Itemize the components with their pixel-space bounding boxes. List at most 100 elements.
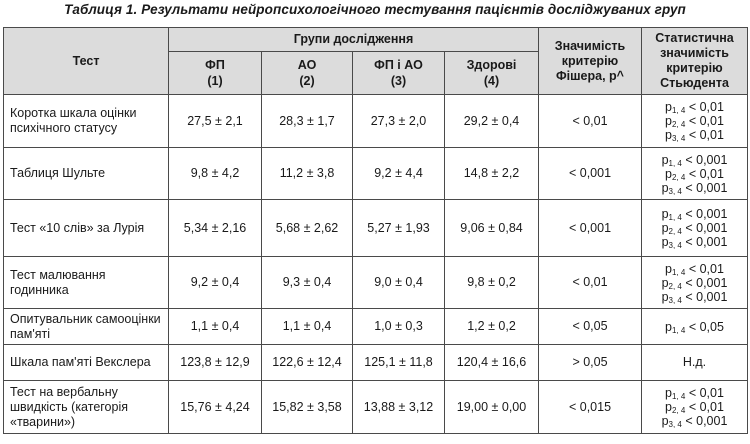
p-val: < 0,001: [685, 180, 728, 195]
p-value: p1, 4 < 0,001: [646, 152, 743, 168]
group-name: Здорові: [466, 58, 517, 72]
table-row: Коротка шкала оцінки психічного статусу …: [3, 94, 748, 148]
cell-value: 9,2 ± 0,4: [168, 256, 262, 309]
cell-test: Шкала пам'яті Векслера: [3, 344, 169, 381]
cell-value: 13,88 ± 3,12: [352, 380, 445, 434]
cell-value: 125,1 ± 11,8: [352, 344, 445, 381]
cell-test: Опитувальник самооцінки пам'яті: [3, 308, 169, 345]
header-student: Статистична значимість критерію Стьюдент…: [641, 27, 748, 95]
p-sub: 3, 4: [668, 295, 682, 305]
cell-student: p1, 4 < 0,001 p2, 4 < 0,001 p3, 4 < 0,00…: [641, 199, 748, 257]
p-sub: 1, 4: [672, 267, 686, 277]
p-sub: 3, 4: [668, 241, 682, 250]
header-test: Тест: [3, 27, 169, 95]
cell-fisher: < 0,001: [538, 199, 642, 257]
p-sub: 3, 4: [668, 420, 682, 429]
p-value: p3, 4 < 0,01: [646, 128, 743, 143]
p-letter: p: [661, 414, 669, 428]
p-letter: p: [661, 275, 669, 290]
header-fisher: Значимість критерію Фішера, p^: [538, 27, 642, 95]
cell-student: Н.д.: [641, 344, 748, 381]
cell-value: 1,0 ± 0,3: [352, 308, 445, 345]
header-group-3: ФП і АО (3): [352, 51, 445, 95]
cell-student: p1, 4 < 0,05: [641, 308, 748, 345]
cell-student: p1, 4 < 0,001 p2, 4 < 0,01 p3, 4 < 0,001: [641, 147, 748, 200]
table-row: Тест на вербальну швидкість (категорія «…: [3, 380, 748, 434]
p-letter: p: [661, 235, 669, 249]
p-value: p1, 4 < 0,001: [646, 207, 743, 222]
p-value: p2, 4 < 0,01: [646, 114, 743, 129]
p-value: p1, 4 < 0,01: [646, 386, 743, 401]
cell-fisher: < 0,001: [538, 147, 642, 200]
cell-value: 122,6 ± 12,4: [261, 344, 353, 381]
p-val: < 0,001: [685, 207, 728, 221]
p-letter: p: [661, 221, 669, 235]
cell-value: 14,8 ± 2,2: [444, 147, 539, 200]
table-row: Тест «10 слів» за Лурія 5,34 ± 2,16 5,68…: [3, 199, 748, 257]
p-letter: p: [661, 289, 669, 304]
p-val: < 0,05: [688, 319, 724, 334]
p-value: p3, 4 < 0,001: [646, 180, 743, 196]
cell-value: 5,34 ± 2,16: [168, 199, 262, 257]
p-val: < 0,001: [685, 235, 728, 249]
cell-student: p1, 4 < 0,01 p2, 4 < 0,01 p3, 4 < 0,01: [641, 94, 748, 148]
p-val: < 0,001: [685, 414, 728, 428]
p-letter: p: [665, 261, 672, 276]
p-letter: p: [665, 114, 672, 128]
cell-value: 5,68 ± 2,62: [261, 199, 353, 257]
p-value: p3, 4 < 0,001: [646, 235, 743, 250]
cell-value: 11,2 ± 3,8: [261, 147, 353, 200]
cell-value: 15,76 ± 4,24: [168, 380, 262, 434]
p-sub: 2, 4: [668, 227, 682, 236]
p-sub: 1, 4: [668, 158, 682, 168]
cell-value: 9,06 ± 0,84: [444, 199, 539, 257]
cell-value: 29,2 ± 0,4: [444, 94, 539, 148]
p-sub: 2, 4: [672, 120, 686, 129]
p-value: p2, 4 < 0,01: [646, 400, 743, 415]
cell-value: 1,1 ± 0,4: [168, 308, 262, 345]
p-letter: p: [665, 400, 672, 414]
p-letter: p: [661, 152, 669, 167]
group-num: (4): [483, 74, 500, 88]
p-val: < 0,01: [688, 100, 724, 114]
table-row: Опитувальник самооцінки пам'яті 1,1 ± 0,…: [3, 308, 748, 345]
p-val: < 0,01: [688, 386, 724, 400]
p-val: < 0,001: [685, 221, 728, 235]
p-letter: p: [665, 166, 672, 181]
cell-value: 5,27 ± 1,93: [352, 199, 445, 257]
header-groups: Групи дослідження: [168, 27, 539, 52]
p-value: p2, 4 < 0,01: [646, 166, 743, 182]
cell-fisher: < 0,05: [538, 308, 642, 345]
cell-value: 9,2 ± 4,4: [352, 147, 445, 200]
table-row: Таблиця Шульте 9,8 ± 4,2 11,2 ± 3,8 9,2 …: [3, 147, 748, 200]
p-letter: p: [661, 180, 669, 195]
p-sub: 2, 4: [668, 281, 682, 291]
cell-value: 15,82 ± 3,58: [261, 380, 353, 434]
header-group-1: ФП (1): [168, 51, 262, 95]
p-sub: 2, 4: [672, 172, 686, 182]
cell-value: 27,3 ± 2,0: [352, 94, 445, 148]
p-val: < 0,01: [688, 114, 724, 128]
cell-test: Тест «10 слів» за Лурія: [3, 199, 169, 257]
p-sub: 1, 4: [672, 325, 686, 335]
cell-test: Тест на вербальну швидкість (категорія «…: [3, 380, 169, 434]
p-letter: p: [665, 319, 672, 334]
cell-value: 9,0 ± 0,4: [352, 256, 445, 309]
p-value: p1, 4 < 0,01: [646, 261, 743, 277]
cell-test: Тест малювання годинника: [3, 256, 169, 309]
cell-test: Коротка шкала оцінки психічного статусу: [3, 94, 169, 148]
header-group-2: АО (2): [261, 51, 353, 95]
cell-value: 1,1 ± 0,4: [261, 308, 353, 345]
cell-fisher: < 0,015: [538, 380, 642, 434]
cell-value: 123,8 ± 12,9: [168, 344, 262, 381]
cell-value: 27,5 ± 2,1: [168, 94, 262, 148]
cell-fisher: < 0,01: [538, 256, 642, 309]
cell-value: 9,8 ± 0,2: [444, 256, 539, 309]
results-table: Тест Групи дослідження Значимість критер…: [3, 27, 748, 434]
group-name: АО: [297, 58, 317, 72]
p-value: p2, 4 < 0,001: [646, 221, 743, 236]
cell-student: p1, 4 < 0,01 p2, 4 < 0,001 p3, 4 < 0,001: [641, 256, 748, 309]
cell-test: Таблиця Шульте: [3, 147, 169, 200]
p-val: < 0,01: [688, 128, 724, 142]
header-group-4: Здорові (4): [444, 51, 539, 95]
